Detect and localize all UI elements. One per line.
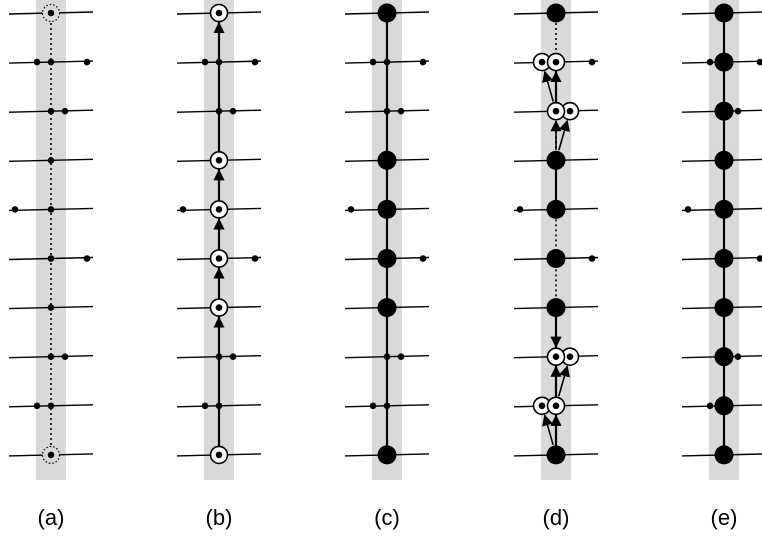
side-node-b-6 [201,402,209,410]
side-node-b-5 [229,353,237,361]
side-node-c-1 [419,58,427,66]
trunk-node-d-1 [546,52,566,72]
trunk-node-e-9 [714,445,734,465]
trunk-node-c-3 [377,150,397,170]
side-node-b-1 [251,58,259,66]
trunk-node-a-9 [41,445,61,464]
trunk-node-d-4 [546,199,566,219]
side-node-b-4 [251,255,259,262]
side-node-c-0 [369,58,377,66]
trunk-node-c-1 [383,58,391,66]
trunk-node-a-7 [47,353,55,361]
side-node-c-5 [397,353,405,361]
panel-label-a: (a) [37,505,65,530]
trunk-node-c-6 [377,298,397,318]
trunk-node-c-9 [377,445,397,465]
side-node-e-5 [734,353,742,361]
trunk-node-d-9 [546,445,566,465]
trunk-node-d-7 [546,347,566,367]
side-node-a-3 [11,206,19,213]
side-node-b-3 [179,206,187,213]
trunk-node-d-8 [546,396,566,416]
side-node-d-1 [588,58,596,66]
side-node-c-2 [397,107,405,115]
trunk-node-a-0 [41,3,61,23]
arrow-d-3 [558,119,570,151]
trunk-node-d-5 [546,249,566,268]
trunk-node-b-1 [215,58,223,66]
trunk-node-b-6 [209,298,229,317]
trunk-node-c-5 [377,249,397,268]
side-node-c-6 [369,402,377,410]
side-node-a-5 [61,353,69,361]
trunk-node-e-0 [714,3,734,23]
side-node-a-4 [83,255,91,262]
side-node-c-4 [419,255,427,262]
side-node-a-0 [33,58,41,66]
trunk-node-e-2 [714,101,734,121]
side-node-d-3 [516,206,524,213]
trunk-node-c-7 [383,353,391,361]
trunk-node-d-3 [546,150,566,170]
trunk-node-a-1 [47,58,55,66]
trunk-node-b-7 [215,353,223,361]
trunk-node-b-2 [215,107,223,115]
trunk-node-c-2 [383,107,391,115]
trunk-node-b-9 [209,445,229,465]
trunk-node-e-6 [714,298,734,318]
panel-label-b: (b) [205,505,233,530]
trunk-node-d-6 [546,298,566,318]
trunk-node-b-8 [215,402,223,410]
trunk-node-c-8 [383,402,391,410]
side-node-b-0 [201,58,209,66]
trunk-node-e-3 [714,150,734,170]
side-node-e-1 [756,58,762,66]
side-node-d-6 [532,396,552,416]
trunk-node-b-0 [209,3,229,23]
side-node-b-2 [229,107,237,115]
side-node-c-3 [347,206,355,213]
trunk-node-a-5 [47,255,55,262]
panel-label-d: (d) [542,505,570,530]
side-node-d-0 [532,52,552,72]
trunk-node-c-4 [377,199,397,219]
trunk-node-a-6 [47,304,55,311]
side-node-e-3 [684,206,692,213]
trunk-node-a-4 [47,206,55,213]
trunk-node-b-5 [209,249,229,268]
side-node-d-4 [588,255,596,262]
trunk-node-c-0 [377,3,397,23]
panel-label-e: (e) [710,505,738,530]
arrow-d-8 [542,414,554,446]
side-node-e-2 [734,107,742,115]
trunk-node-a-3 [47,157,55,164]
trunk-node-e-7 [714,347,734,367]
arrow-d-6 [557,365,570,397]
trunk-node-e-8 [714,396,734,416]
trunk-node-a-2 [47,107,55,115]
trunk-node-d-0 [546,3,566,23]
side-node-a-6 [33,402,41,410]
trunk-node-a-8 [47,402,55,410]
trunk-node-e-4 [714,199,734,219]
trunk-node-b-4 [209,200,229,219]
side-node-a-1 [83,58,91,66]
side-node-a-2 [61,107,69,115]
panel-label-c: (c) [374,505,400,530]
trunk-node-e-1 [714,52,734,72]
arrow-d-0 [542,70,555,102]
side-node-e-0 [706,58,714,66]
side-node-e-6 [706,402,714,410]
trunk-node-d-2 [546,101,566,121]
trunk-node-b-3 [209,151,229,170]
side-node-e-4 [756,255,762,262]
trunk-node-e-5 [714,249,734,268]
